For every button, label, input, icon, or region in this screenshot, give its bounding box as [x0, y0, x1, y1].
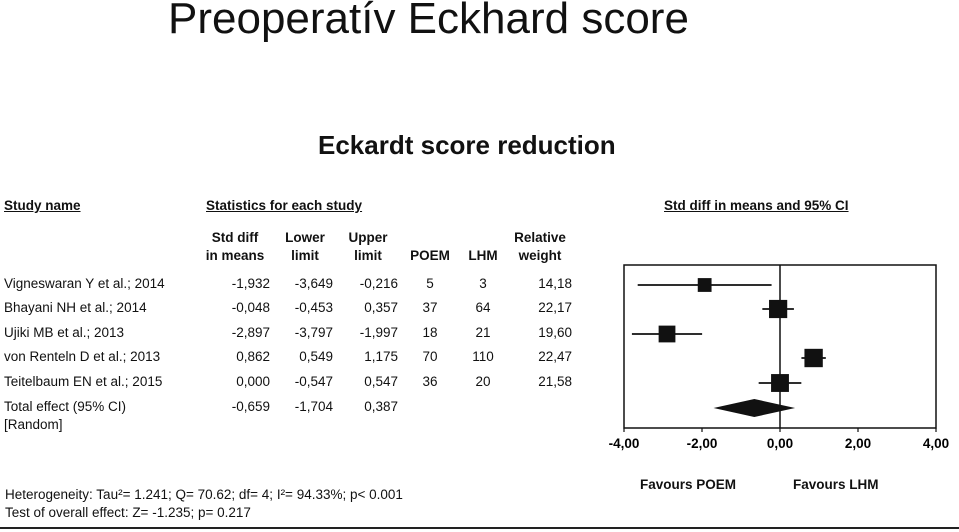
- cell-lhm: 20: [475, 374, 491, 389]
- x-tick-label: 0,00: [767, 436, 793, 451]
- cell-std: 0,862: [236, 349, 270, 364]
- cell-upper: 1,175: [364, 349, 398, 364]
- cell-std: -1,932: [231, 276, 270, 291]
- cell-lower: -3,797: [294, 325, 333, 340]
- column-header-std: Std diff in means: [205, 230, 265, 263]
- total-diamond: [713, 399, 796, 417]
- ci-plot-header: Std diff in means and 95% CI: [664, 198, 849, 213]
- study-square: [804, 348, 823, 368]
- column-header-lhm: LHM: [468, 248, 498, 263]
- cell-upper: 0,547: [364, 374, 398, 389]
- x-tick-label: 2,00: [845, 436, 871, 451]
- column-header-lower: Lower limit: [285, 230, 325, 263]
- cell-lhm: 64: [475, 300, 491, 315]
- cell-poem: 36: [422, 374, 438, 389]
- cell-lhm: 110: [472, 349, 494, 364]
- cell-weight: 19,60: [538, 325, 572, 340]
- study-square: [769, 299, 788, 319]
- cell-lower: 0,549: [299, 349, 333, 364]
- heterogeneity-text: Heterogeneity: Tau²= 1.241; Q= 70.62; df…: [5, 487, 403, 502]
- study-name-header: Study name: [4, 198, 81, 213]
- study-square: [771, 374, 789, 392]
- cell-upper: 0,357: [364, 300, 398, 315]
- cell-std: -0,048: [231, 300, 270, 315]
- cell-poem: 37: [422, 300, 438, 315]
- total-std: -0,659: [231, 399, 270, 414]
- cell-weight: 22,47: [538, 349, 572, 364]
- study-square: [697, 278, 712, 292]
- cell-upper: -0,216: [359, 276, 398, 291]
- total-label: Total effect (95% CI): [4, 399, 127, 414]
- bottom-divider: [0, 527, 959, 529]
- study-name: Teitelbaum EN et al.; 2015: [4, 374, 163, 389]
- x-tick-label: 4,00: [923, 436, 949, 451]
- study-square: [658, 325, 676, 343]
- cell-lhm: 21: [475, 325, 491, 340]
- cell-std: -2,897: [231, 325, 270, 340]
- total-label-random: [Random]: [4, 417, 63, 432]
- cell-upper: -1,997: [359, 325, 398, 340]
- cell-std: 0,000: [236, 374, 270, 389]
- cell-poem: 5: [426, 276, 434, 291]
- study-name: Bhayani NH et al.; 2014: [4, 300, 147, 315]
- study-name: Ujiki MB et al.; 2013: [4, 325, 125, 340]
- cell-lower: -3,649: [294, 276, 333, 291]
- cell-lhm: 3: [479, 276, 487, 291]
- favours-right-label: Favours LHM: [793, 477, 879, 492]
- x-tick-label: -2,00: [687, 436, 718, 451]
- cell-poem: 18: [422, 325, 438, 340]
- cell-poem: 70: [422, 349, 438, 364]
- column-header-poem: POEM: [410, 248, 450, 263]
- study-name: von Renteln D et al.; 2013: [4, 349, 161, 364]
- cell-weight: 21,58: [538, 374, 572, 389]
- cell-weight: 14,18: [538, 276, 572, 291]
- x-tick-label: -4,00: [609, 436, 640, 451]
- chart-title: Eckardt score reduction: [318, 130, 616, 160]
- favours-left-label: Favours POEM: [640, 477, 737, 492]
- statistics-header: Statistics for each study: [206, 198, 363, 213]
- column-header-weight: Relative weight: [514, 230, 566, 263]
- cell-lower: -0,453: [294, 300, 333, 315]
- column-header-upper: Upper limit: [348, 230, 388, 263]
- total-upper: 0,387: [364, 399, 398, 414]
- slide-title: Preoperatív Eckhard score: [168, 0, 689, 43]
- cell-weight: 22,17: [538, 300, 572, 315]
- cell-lower: -0,547: [294, 374, 333, 389]
- total-lower: -1,704: [294, 399, 333, 414]
- overall-test-text: Test of overall effect: Z= -1.235; p= 0.…: [5, 505, 251, 520]
- study-name: Vigneswaran Y et al.; 2014: [4, 276, 165, 291]
